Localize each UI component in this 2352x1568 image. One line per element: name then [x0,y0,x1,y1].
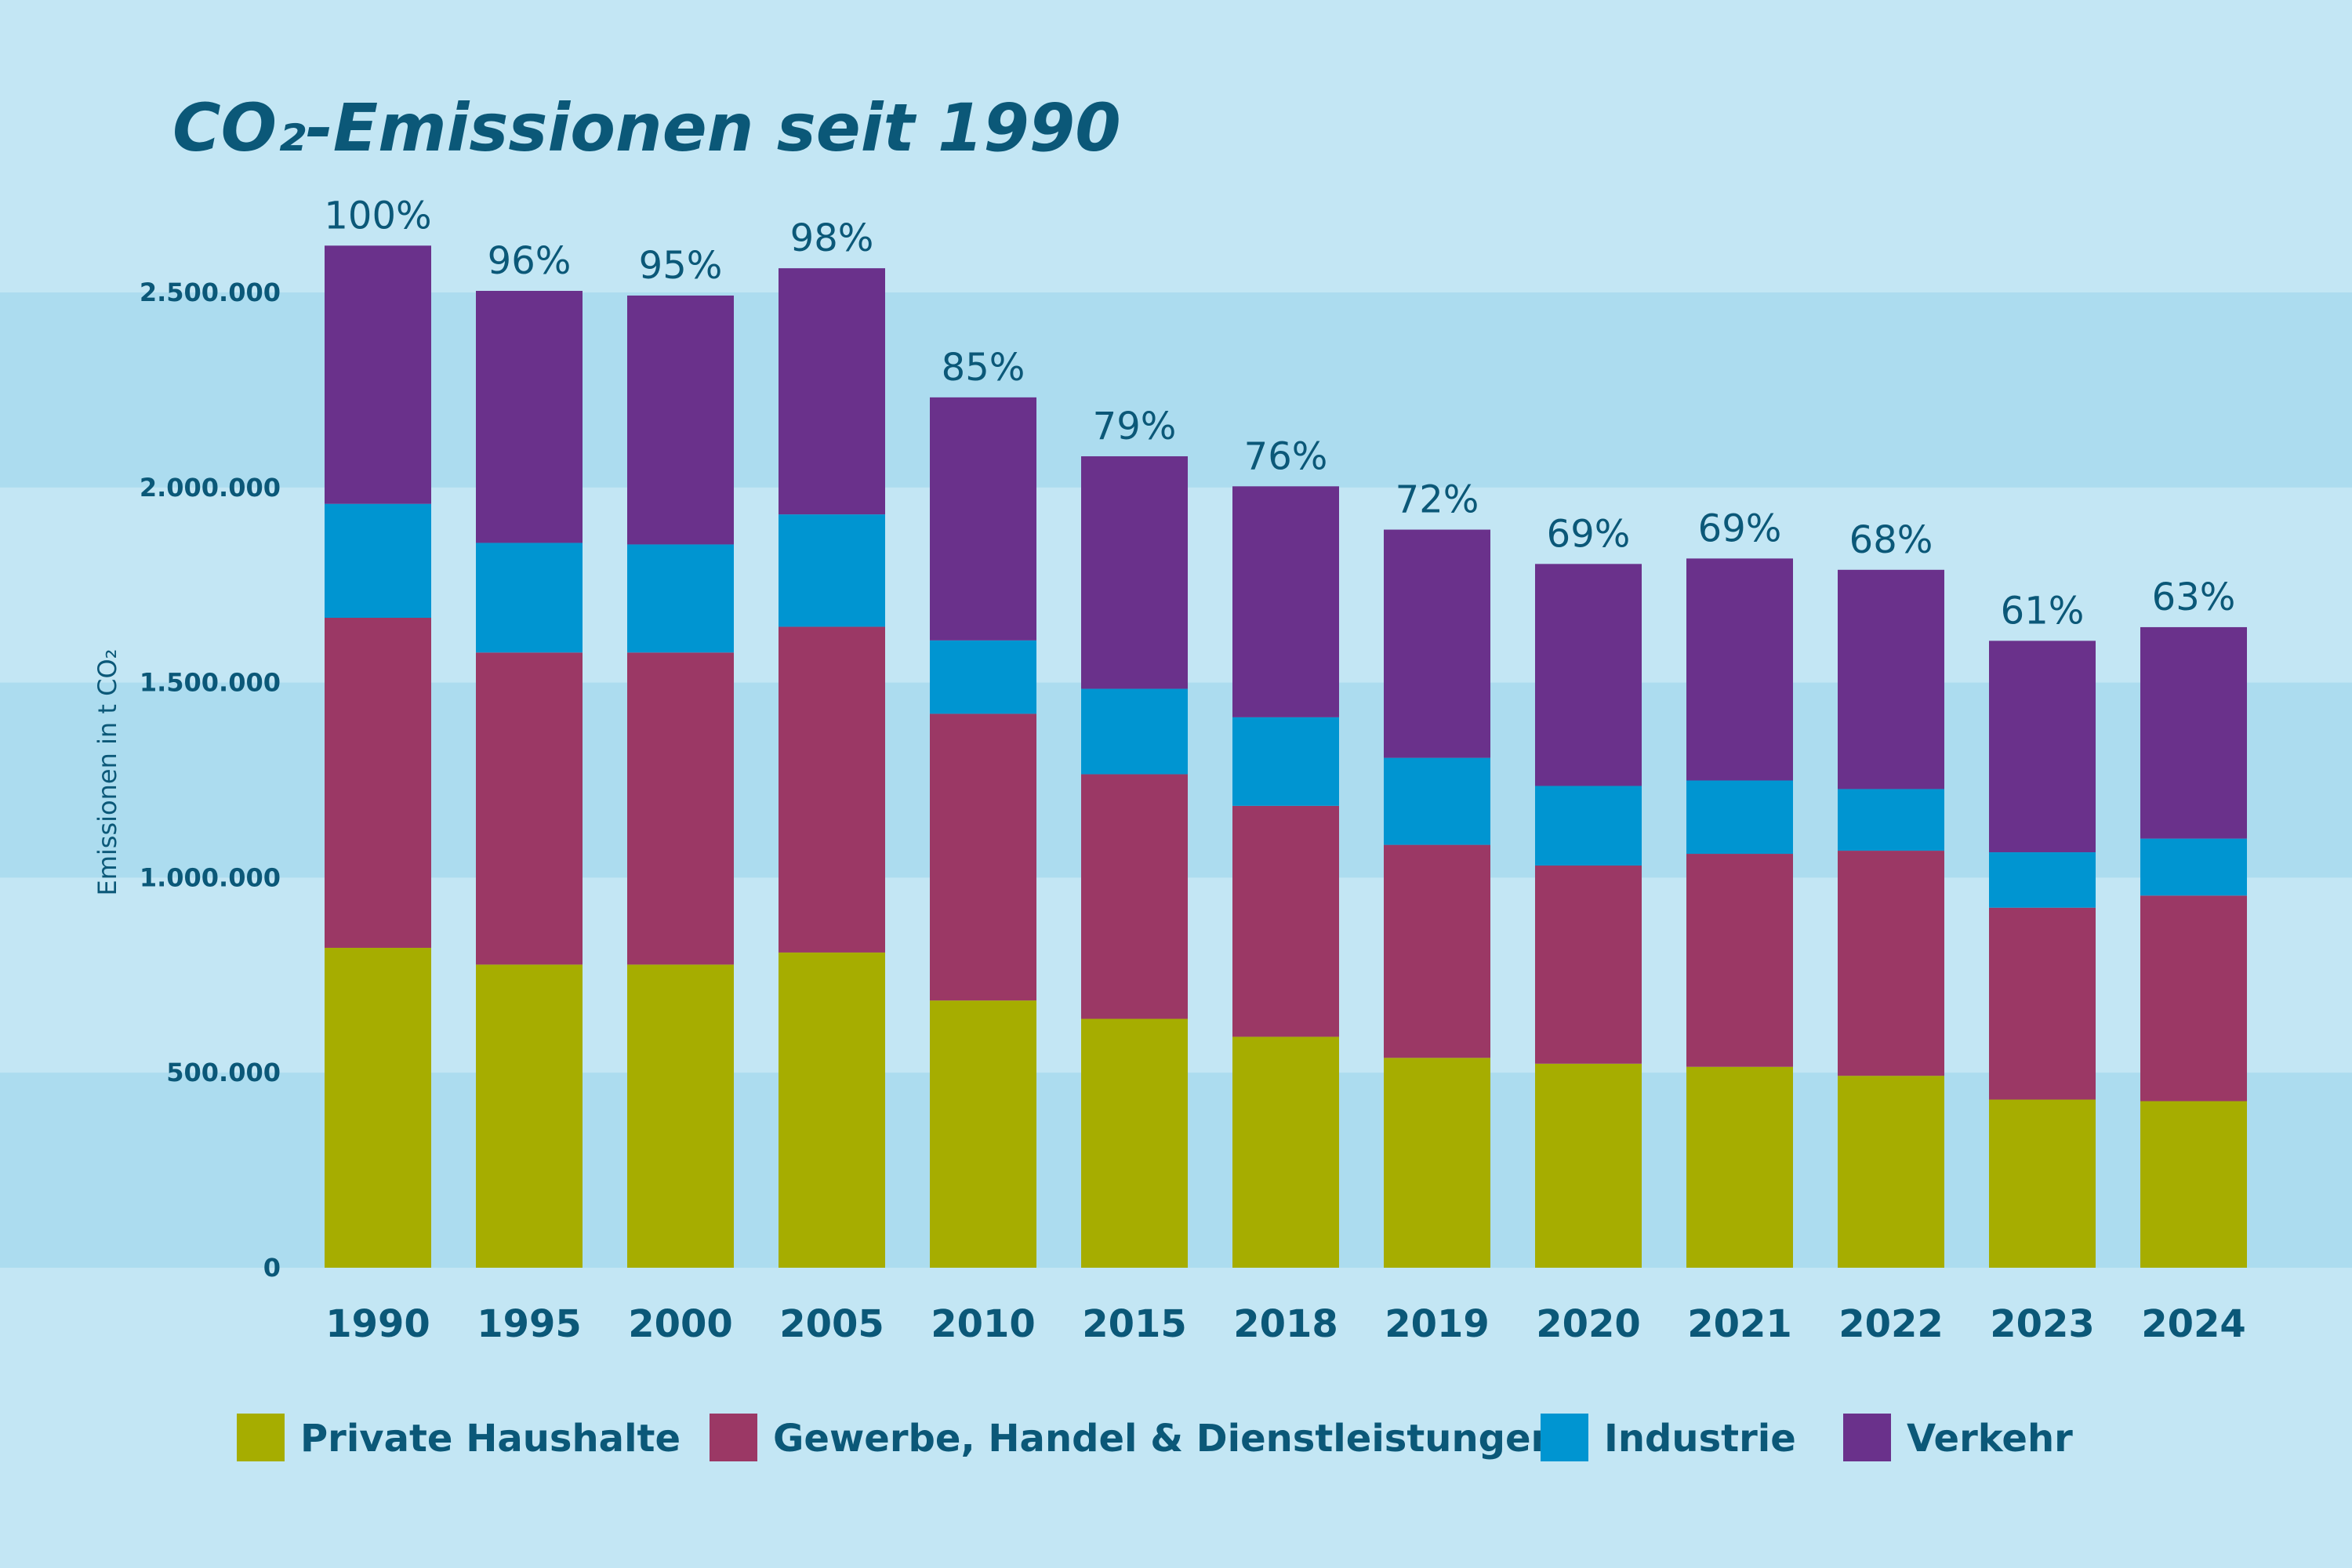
bar-segment-verkehr-2000 [627,295,734,545]
bar-segment-private-haushalte-2021 [1686,1066,1793,1268]
legend-swatch [1541,1414,1588,1461]
x-tick-label: 2010 [931,1302,1036,1346]
y-tick-label: 500.000 [166,1058,281,1087]
bar-segment-industrie-2024 [2140,838,2247,896]
bar-segment-gewerbe-handel-dienstleistungen-1990 [325,617,431,948]
bar-segment-verkehr-2024 [2140,626,2247,839]
bar-segment-private-haushalte-2019 [1384,1058,1490,1268]
bar-segment-gewerbe-handel-dienstleistungen-2020 [1535,865,1642,1064]
x-tick-label: 2000 [628,1302,733,1346]
bar-segment-verkehr-1995 [476,291,583,543]
bar-segment-industrie-1995 [476,543,583,653]
y-tick-label: 2.500.000 [140,278,281,307]
percent-label: 63% [2152,575,2236,619]
bar-segment-gewerbe-handel-dienstleistungen-2000 [627,652,734,965]
bar-segment-industrie-2000 [627,544,734,653]
percent-label: 100% [324,194,431,238]
bar-segment-verkehr-1990 [325,245,431,504]
chart-title: CO₂-Emissionen seit 1990 [172,89,1121,166]
bar-segment-industrie-2015 [1081,688,1188,775]
x-tick-label: 2023 [1990,1302,2095,1346]
bar-segment-gewerbe-handel-dienstleistungen-2021 [1686,854,1793,1067]
bar-segment-private-haushalte-2023 [1989,1099,2096,1268]
x-tick-label: 2020 [1536,1302,1641,1346]
percent-label: 85% [942,346,1025,390]
bar-segment-gewerbe-handel-dienstleistungen-2015 [1081,774,1188,1019]
bar-segment-industrie-2010 [930,640,1036,714]
bar-segment-private-haushalte-2010 [930,1000,1036,1268]
bar-segment-private-haushalte-2020 [1535,1063,1642,1268]
percent-label: 79% [1093,405,1177,448]
legend-swatch [1843,1414,1891,1461]
x-tick-label: 2019 [1385,1302,1490,1346]
bar-segment-industrie-2020 [1535,786,1642,866]
bar-segment-verkehr-2022 [1838,569,1944,789]
bar-segment-verkehr-2021 [1686,558,1793,781]
bar-segment-gewerbe-handel-dienstleistungen-1995 [476,652,583,965]
x-tick-label: 1990 [325,1302,430,1346]
legend-label: Private Haushalte [300,1417,681,1461]
bar-segment-private-haushalte-2015 [1081,1018,1188,1268]
y-tick-label: 1.000.000 [140,862,281,892]
bar-segment-industrie-2021 [1686,780,1793,855]
bar-segment-gewerbe-handel-dienstleistungen-2019 [1384,844,1490,1058]
bar-segment-verkehr-2020 [1535,564,1642,786]
bar-segment-gewerbe-handel-dienstleistungen-2018 [1232,805,1339,1037]
percent-label: 61% [2001,589,2085,633]
bar-segment-private-haushalte-1990 [325,947,431,1268]
bar-segment-industrie-2022 [1838,789,1944,851]
percent-label: 68% [1849,518,1933,562]
bar-segment-verkehr-2023 [1989,641,2096,853]
legend-swatch [710,1414,757,1461]
bar-segment-private-haushalte-2022 [1838,1076,1944,1268]
percent-label: 69% [1698,506,1782,550]
legend-label: Industrie [1604,1417,1796,1461]
x-tick-label: 2018 [1233,1302,1338,1346]
bar-segment-gewerbe-handel-dienstleistungen-2024 [2140,895,2247,1102]
percent-label: 69% [1547,512,1631,556]
x-tick-label: 2024 [2141,1302,2246,1346]
legend-swatch [237,1414,285,1461]
bar-segment-verkehr-2005 [779,268,885,515]
x-tick-label: 2015 [1082,1302,1187,1346]
y-tick-label: 0 [263,1253,281,1283]
bar-segment-private-haushalte-2000 [627,964,734,1268]
x-tick-label: 1995 [477,1302,582,1346]
bar-segment-gewerbe-handel-dienstleistungen-2023 [1989,907,2096,1100]
x-tick-label: 2022 [1838,1302,1944,1346]
y-tick-label: 2.000.000 [140,473,281,503]
bar-segment-private-haushalte-2024 [2140,1101,2247,1268]
bar-segment-industrie-2005 [779,514,885,627]
percent-label: 76% [1244,434,1328,478]
bar-segment-gewerbe-handel-dienstleistungen-2010 [930,713,1036,1001]
bar-segment-private-haushalte-1995 [476,964,583,1268]
bar-segment-verkehr-2015 [1081,456,1188,689]
bar-segment-gewerbe-handel-dienstleistungen-2022 [1838,851,1944,1076]
percent-label: 96% [488,239,572,283]
bar-segment-industrie-2023 [1989,852,2096,908]
bar-segment-industrie-2018 [1232,717,1339,806]
percent-label: 98% [790,216,874,260]
bar-segment-verkehr-2010 [930,397,1036,641]
bar-segment-gewerbe-handel-dienstleistungen-2005 [779,626,885,953]
bar-segment-private-haushalte-2018 [1232,1036,1339,1268]
bar-segment-verkehr-2019 [1384,529,1490,758]
x-tick-label: 2005 [779,1302,884,1346]
y-axis-label: Emissionen in t CO₂ [93,649,122,896]
legend-label: Verkehr [1907,1417,2073,1461]
y-tick-label: 1.500.000 [140,668,281,698]
bar-segment-private-haushalte-2005 [779,952,885,1268]
bar-segment-verkehr-2018 [1232,486,1339,717]
legend-label: Gewerbe, Handel & Dienstleistungen [773,1417,1558,1461]
bar-segment-industrie-1990 [325,503,431,618]
bar-segment-industrie-2019 [1384,757,1490,845]
percent-label: 72% [1396,478,1479,522]
percent-label: 95% [639,244,723,288]
x-tick-label: 2021 [1687,1302,1792,1346]
